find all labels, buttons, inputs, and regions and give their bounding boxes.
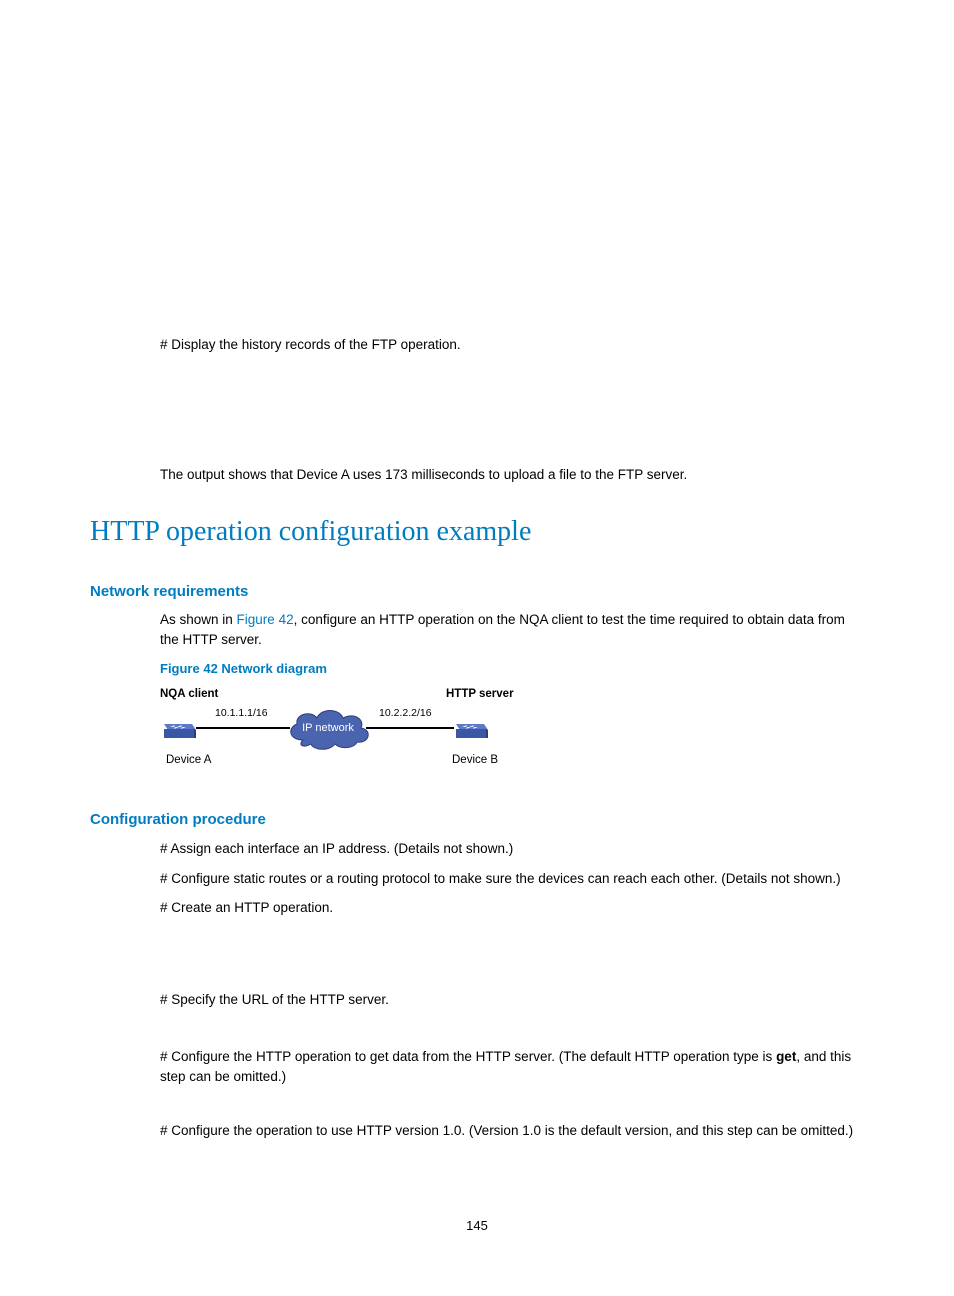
label-right-ip: 10.2.2.2/16 [379, 706, 432, 721]
label-device-b: Device B [452, 752, 498, 769]
heading-network-requirements: Network requirements [90, 581, 864, 603]
page-number: 145 [0, 1217, 954, 1236]
paragraph-as-shown: As shown in Figure 42, configure an HTTP… [160, 610, 864, 649]
link-figure-42[interactable]: Figure 42 [237, 612, 294, 627]
paragraph-configure-get: # Configure the HTTP operation to get da… [160, 1047, 864, 1086]
figure-caption: Figure 42 Network diagram [160, 660, 864, 679]
paragraph-assign-ip: # Assign each interface an IP address. (… [160, 839, 864, 859]
label-nqa-client: NQA client [160, 686, 218, 703]
label-left-ip: 10.1.1.1/16 [215, 706, 268, 721]
paragraph-display-history: # Display the history records of the FTP… [160, 335, 864, 355]
label-device-a: Device A [166, 752, 211, 769]
page-content: # Display the history records of the FTP… [0, 0, 954, 1190]
paragraph-specify-url: # Specify the URL of the HTTP server. [160, 990, 864, 1010]
paragraph-http-version: # Configure the operation to use HTTP ve… [160, 1121, 864, 1141]
network-diagram: NQA client HTTP server 10.1.1.1/16 10.2.… [160, 686, 540, 781]
router-icon [162, 716, 196, 740]
label-ip-network: IP network [283, 721, 373, 737]
wire-left [196, 727, 290, 729]
paragraph-create-http: # Create an HTTP operation. [160, 898, 864, 918]
text-fragment: # Configure the HTTP operation to get da… [160, 1049, 776, 1064]
heading-http-operation: HTTP operation configuration example [90, 512, 864, 553]
router-icon [454, 716, 488, 740]
paragraph-output-shows: The output shows that Device A uses 173 … [160, 465, 864, 485]
text-bold-get: get [776, 1049, 796, 1064]
wire-right [366, 727, 454, 729]
label-http-server: HTTP server [446, 686, 514, 703]
heading-configuration-procedure: Configuration procedure [90, 809, 864, 831]
text-fragment: As shown in [160, 612, 237, 627]
paragraph-static-routes: # Configure static routes or a routing p… [160, 869, 864, 889]
